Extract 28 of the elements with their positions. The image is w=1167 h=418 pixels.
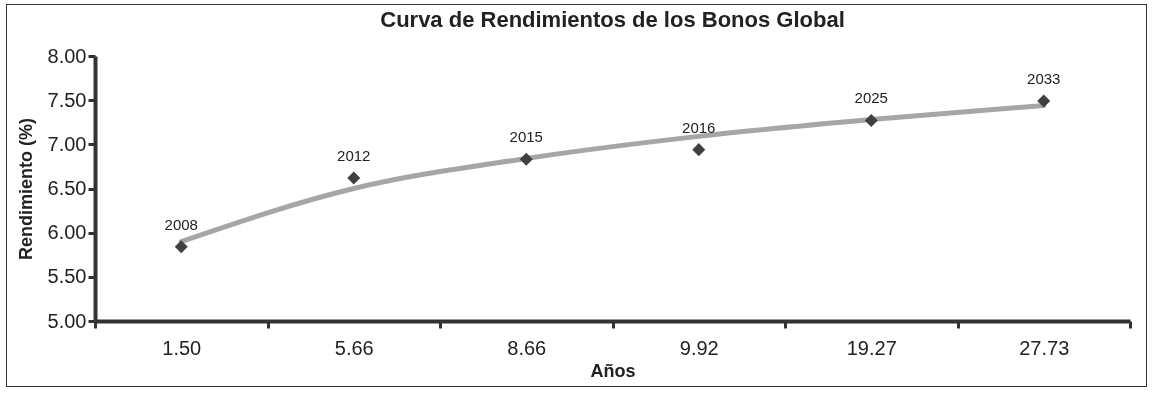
y-tick-label: 7.50: [47, 88, 87, 111]
x-tick-label: 5.66: [334, 336, 374, 359]
y-tick-label: 5.00: [47, 309, 87, 332]
point: [174, 240, 188, 254]
annotation: 2008: [164, 215, 198, 233]
annotation: 2016: [682, 118, 716, 136]
y-tick-label: 5.50: [47, 265, 87, 288]
y-tick-label: 6.00: [47, 221, 87, 244]
point: [692, 143, 706, 157]
point: [519, 152, 533, 166]
point: [864, 113, 878, 127]
x-tick-label: 1.50: [162, 336, 202, 359]
y-tick-label: 6.50: [47, 177, 87, 199]
chart-title: Curva de Rendimientos de los Bonos Global: [380, 7, 845, 32]
y-tick-label: 7.00: [47, 132, 87, 155]
annotation: 2033: [1027, 70, 1061, 88]
point: [1037, 94, 1051, 108]
y-axis-title: Rendimiento (%): [15, 118, 36, 260]
point: [347, 171, 361, 185]
y-tick-label: 8.00: [47, 44, 87, 67]
x-tick-label: 8.66: [507, 336, 547, 359]
x-axis-title: Años: [590, 360, 636, 381]
x-tick-label: 19.27: [846, 336, 897, 359]
x-tick-label: 9.92: [679, 336, 719, 359]
x-tick-label: 27.73: [1019, 336, 1070, 359]
annotation: 2025: [854, 89, 888, 107]
annotation: 2015: [509, 128, 543, 146]
annotation: 2012: [337, 146, 371, 164]
